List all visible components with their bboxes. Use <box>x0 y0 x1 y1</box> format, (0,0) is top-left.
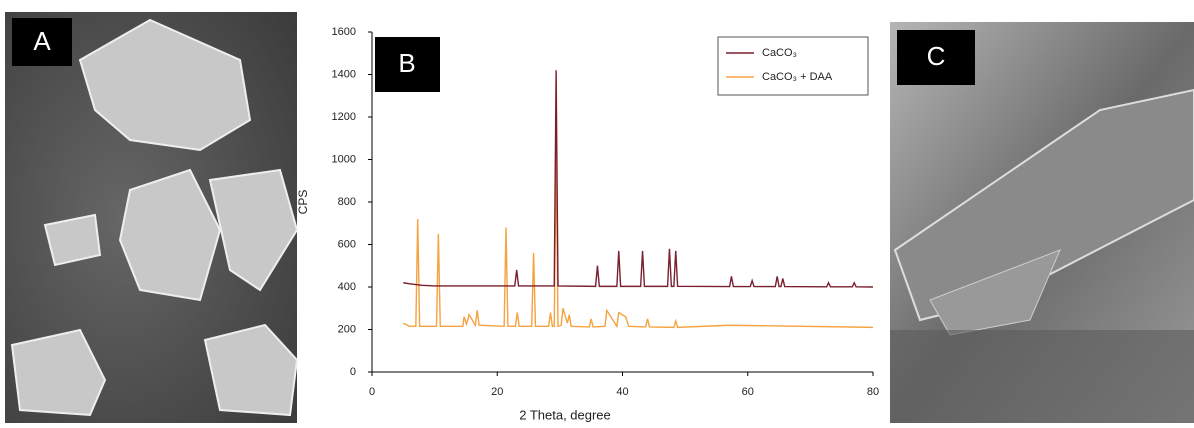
y-tick-label: 1400 <box>332 68 356 80</box>
x-tick-label: 80 <box>867 386 879 398</box>
y-tick-label: 0 <box>350 366 356 378</box>
y-axis-label: CPS <box>296 190 310 215</box>
panel-label: B <box>398 48 415 78</box>
x-tick-label: 0 <box>369 386 375 398</box>
sem-image-c <box>890 22 1194 423</box>
panel-label-box <box>897 30 975 85</box>
legend-label: CaCO₃ + DAA <box>762 71 833 83</box>
sem-image-a <box>5 12 299 423</box>
y-tick-label: 600 <box>338 238 356 250</box>
line-series <box>402 150 874 329</box>
y-tick-label: 1200 <box>332 111 356 123</box>
y-tick-label: 800 <box>338 196 356 208</box>
panel-label-box <box>375 37 440 92</box>
panel-label: C <box>927 41 946 71</box>
panel-label: A <box>33 26 51 56</box>
x-axis-label: 2 Theta, degree <box>519 407 611 422</box>
legend-label: CaCO₃ <box>762 47 797 59</box>
y-tick-label: 1600 <box>332 26 356 38</box>
line-series <box>403 70 874 288</box>
y-tick-label: 400 <box>338 281 356 293</box>
y-tick-label: 200 <box>338 323 356 335</box>
x-tick-label: 60 <box>742 386 754 398</box>
y-tick-label: 1000 <box>332 153 356 165</box>
x-tick-label: 20 <box>491 386 503 398</box>
legend-box <box>717 36 869 96</box>
x-tick-label: 40 <box>616 386 628 398</box>
panel-label-box <box>12 18 72 66</box>
